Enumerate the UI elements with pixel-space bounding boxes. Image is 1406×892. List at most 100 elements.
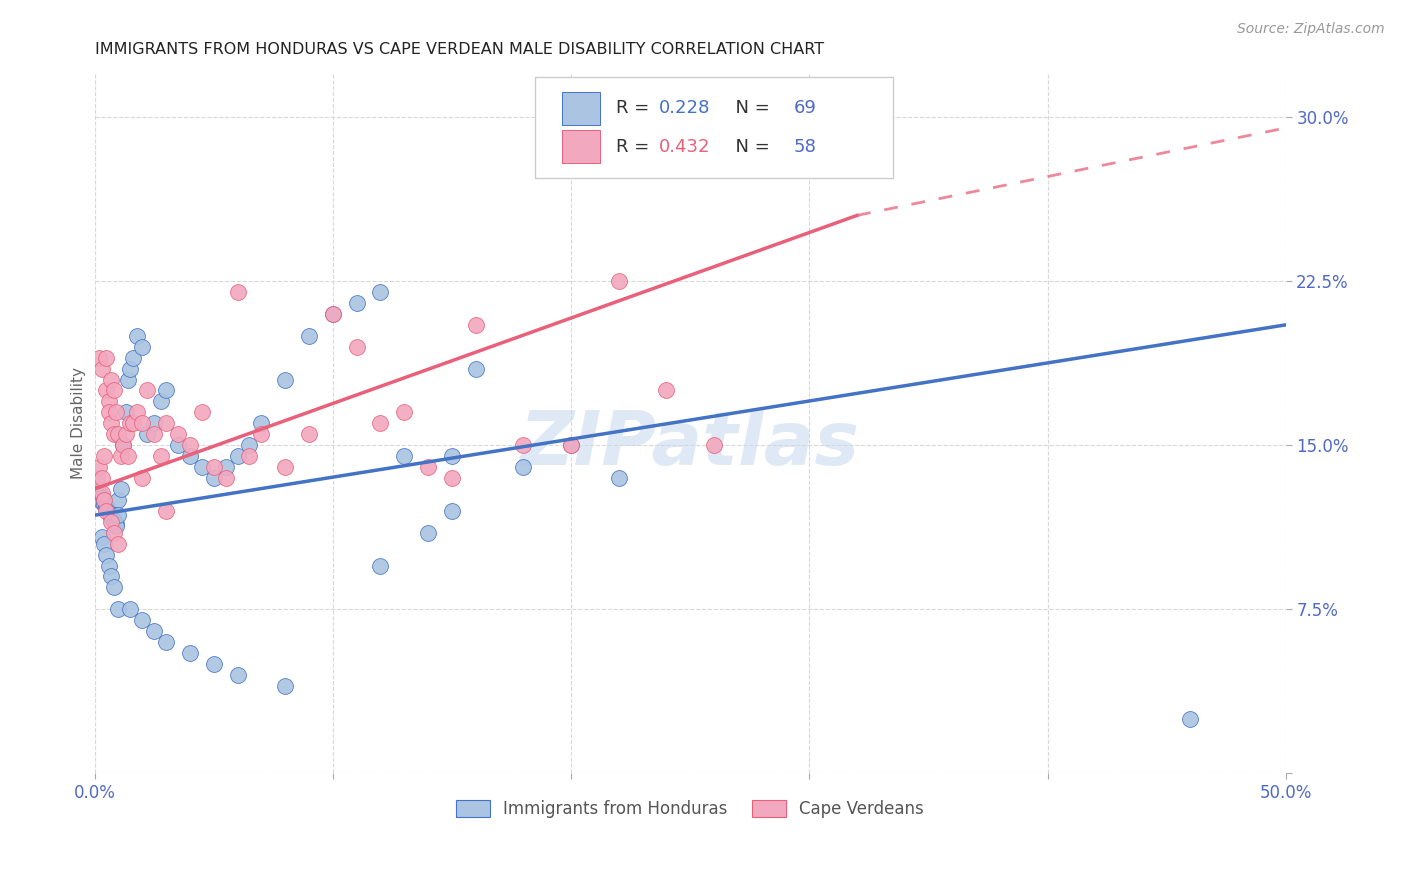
Text: 0.432: 0.432 — [659, 137, 710, 156]
Text: R =: R = — [616, 137, 655, 156]
Point — [464, 318, 486, 332]
Point — [103, 513, 125, 527]
Point — [136, 427, 159, 442]
Point — [238, 438, 260, 452]
Point — [89, 460, 111, 475]
Point — [120, 602, 142, 616]
Point — [90, 530, 112, 544]
Point — [90, 471, 112, 485]
Point — [107, 492, 129, 507]
Point — [191, 460, 214, 475]
Point — [110, 482, 132, 496]
Point — [560, 438, 582, 452]
Point — [90, 495, 112, 509]
Point — [100, 515, 122, 529]
Point — [136, 384, 159, 398]
Point — [96, 504, 118, 518]
Point — [107, 427, 129, 442]
Point — [131, 340, 153, 354]
Point — [97, 558, 120, 573]
Point — [89, 486, 111, 500]
Point — [298, 427, 321, 442]
Point — [127, 328, 149, 343]
Point — [143, 624, 166, 639]
Text: ZIPatlas: ZIPatlas — [520, 408, 860, 481]
Point — [121, 351, 143, 365]
Point — [202, 657, 225, 671]
Point — [103, 515, 125, 529]
Point — [607, 471, 630, 485]
Point — [214, 460, 236, 475]
Point — [250, 417, 273, 431]
Text: 69: 69 — [794, 99, 817, 117]
Point — [370, 558, 392, 573]
Point — [394, 449, 416, 463]
Point — [191, 405, 214, 419]
Point — [103, 581, 125, 595]
Point — [560, 438, 582, 452]
Point — [131, 471, 153, 485]
Point — [90, 491, 112, 505]
Point — [100, 508, 122, 523]
Point — [86, 471, 108, 485]
Point — [512, 438, 534, 452]
Point — [346, 296, 368, 310]
Point — [93, 492, 115, 507]
Point — [100, 373, 122, 387]
Point — [97, 394, 120, 409]
Point — [107, 602, 129, 616]
Point — [394, 405, 416, 419]
Point — [112, 438, 135, 452]
Point — [274, 373, 297, 387]
Point — [96, 384, 118, 398]
Point — [370, 417, 392, 431]
Point — [97, 504, 120, 518]
Point — [202, 460, 225, 475]
Point — [110, 449, 132, 463]
Text: R =: R = — [616, 99, 655, 117]
Point — [103, 427, 125, 442]
Point — [86, 482, 108, 496]
Point — [703, 438, 725, 452]
Point — [93, 492, 115, 507]
Point — [155, 504, 177, 518]
Point — [114, 405, 136, 419]
Point — [103, 384, 125, 398]
Point — [322, 307, 344, 321]
Point — [416, 460, 439, 475]
Point — [114, 427, 136, 442]
Point — [96, 500, 118, 514]
Point — [274, 460, 297, 475]
Point — [127, 405, 149, 419]
Point — [238, 449, 260, 463]
Point — [107, 536, 129, 550]
Point — [464, 361, 486, 376]
Point — [89, 351, 111, 365]
Bar — [561, 92, 599, 125]
Point — [214, 471, 236, 485]
Point — [250, 427, 273, 442]
Legend: Immigrants from Honduras, Cape Verdeans: Immigrants from Honduras, Cape Verdeans — [450, 793, 931, 824]
Point — [131, 417, 153, 431]
Point — [93, 536, 115, 550]
Point — [96, 501, 118, 516]
Text: IMMIGRANTS FROM HONDURAS VS CAPE VERDEAN MALE DISABILITY CORRELATION CHART: IMMIGRANTS FROM HONDURAS VS CAPE VERDEAN… — [94, 42, 824, 57]
Point — [440, 471, 463, 485]
Text: 0.228: 0.228 — [659, 99, 710, 117]
Point — [93, 497, 115, 511]
Point — [117, 373, 139, 387]
Point — [370, 285, 392, 299]
Point — [150, 394, 173, 409]
Point — [167, 427, 190, 442]
Point — [155, 417, 177, 431]
Point — [179, 449, 201, 463]
Point — [155, 635, 177, 649]
Point — [105, 405, 128, 419]
Point — [179, 438, 201, 452]
Point — [117, 449, 139, 463]
Text: 58: 58 — [794, 137, 817, 156]
Point — [112, 438, 135, 452]
Point — [107, 508, 129, 523]
Point — [440, 504, 463, 518]
Point — [120, 361, 142, 376]
